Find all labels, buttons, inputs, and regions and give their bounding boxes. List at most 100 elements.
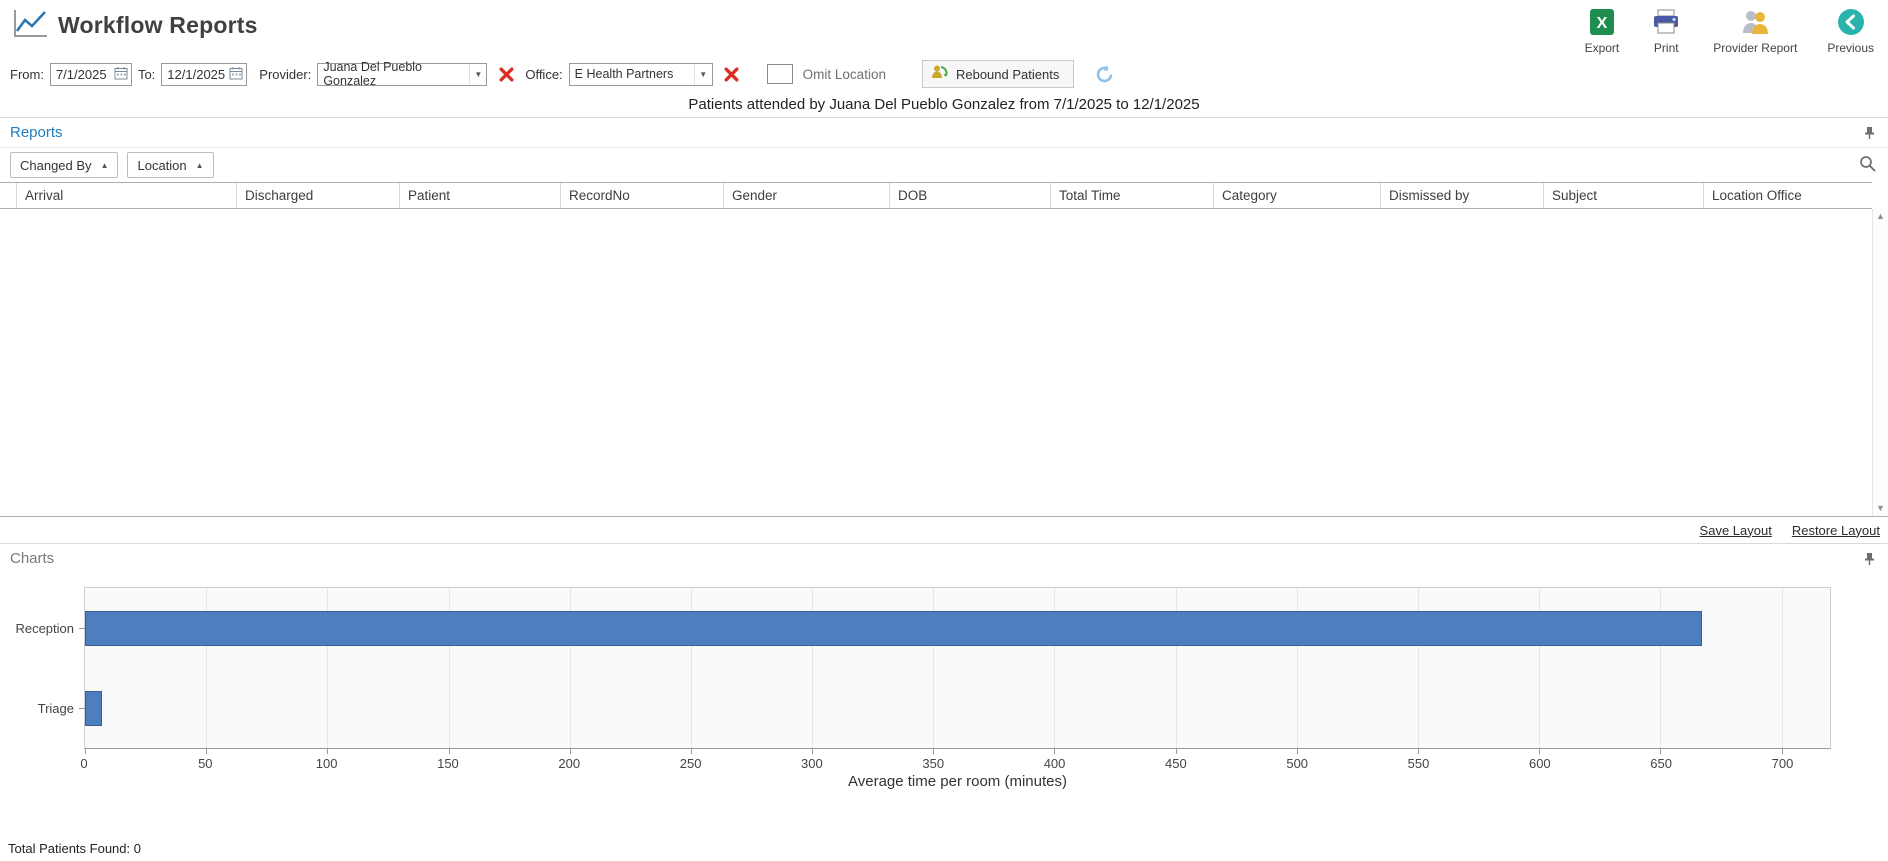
page-title: Workflow Reports [58,12,258,38]
chevron-down-icon: ▼ [469,63,486,85]
column-header-location-office[interactable]: Location Office [1703,183,1872,208]
pin-icon[interactable] [1863,552,1876,566]
office-value: E Health Partners [574,67,674,81]
x-tick-mark [569,749,571,754]
restore-layout-link[interactable]: Restore Layout [1791,522,1880,538]
group-by-row: Changed By ▲ Location ▲ [0,148,1888,182]
y-axis-label-triage: Triage [37,700,74,716]
x-tick-mark [1417,749,1419,754]
column-header-gender[interactable]: Gender [723,183,889,208]
refresh-icon[interactable] [1094,64,1115,85]
gridline [1417,588,1419,748]
provider-report-label: Provider Report [1713,41,1798,55]
column-header-arrival[interactable]: Arrival [16,183,236,208]
gridline [569,588,571,748]
export-label: Export [1584,41,1620,55]
reports-panel-header: Reports [0,118,1888,148]
gridline [1296,588,1298,748]
total-patients-found: Total Patients Found: 0 [8,841,141,856]
column-header-dismissed-by[interactable]: Dismissed by [1380,183,1543,208]
gridline [206,588,208,748]
calendar-icon[interactable] [229,66,243,83]
group-by-location-button[interactable]: Location ▲ [127,152,214,178]
previous-label: Previous [1827,41,1874,55]
x-tick-mark [1781,749,1783,754]
gridline [933,588,935,748]
print-label: Print [1653,41,1679,55]
chevron-up-icon: ▲ [100,160,109,170]
office-select[interactable]: E Health Partners ▼ [568,62,713,86]
save-layout-link[interactable]: Save Layout [1699,522,1772,538]
calendar-icon[interactable] [114,66,128,83]
x-tick-label: 600 [1528,756,1551,771]
gridline [1660,588,1662,748]
pin-icon[interactable] [1863,126,1876,140]
scroll-up-arrow-icon[interactable]: ▲ [1876,211,1885,221]
x-tick-label: 550 [1407,756,1430,771]
previous-button[interactable]: Previous [1827,8,1874,55]
column-header-subject[interactable]: Subject [1543,183,1703,208]
reports-panel-title: Reports [10,124,63,141]
from-date-input[interactable]: 7/1/2025 [49,62,132,86]
export-button[interactable]: X Export [1584,8,1620,55]
x-tick-label: 50 [198,756,213,771]
x-tick-mark [448,749,450,754]
print-button[interactable]: Print [1649,8,1683,55]
gridline [1175,588,1177,748]
report-summary: Patients attended by Juana Del Pueblo Go… [0,92,1888,118]
scroll-down-arrow-icon[interactable]: ▼ [1876,503,1885,513]
group-by-location-label: Location [137,157,187,173]
charts-panel-title: Charts [10,550,55,567]
column-header-category[interactable]: Category [1213,183,1380,208]
search-icon[interactable] [1859,155,1876,175]
x-tick-label: 400 [1043,756,1066,771]
omit-location-checkbox[interactable] [766,64,793,84]
filter-bar: From: 7/1/2025 To: 12/1/2025 [0,56,1888,92]
clear-provider-button[interactable] [495,63,517,85]
to-date-value: 12/1/2025 [167,66,226,82]
chevron-up-icon: ▲ [195,160,204,170]
x-tick-label: 150 [437,756,459,771]
office-label: Office: [525,66,563,82]
column-header-discharged[interactable]: Discharged [236,183,399,208]
table-header: Arrival Discharged Patient RecordNo Gender DO… [0,182,1872,209]
to-label: To: [137,66,156,82]
column-header-recordno[interactable]: RecordNo [560,183,723,208]
group-by-changed-by-button[interactable]: Changed By ▲ [10,152,119,178]
svg-text:X: X [1597,15,1608,32]
people-icon [1740,8,1770,39]
x-tick-mark [206,749,208,754]
bar-row-reception: Reception [15,588,1830,668]
gridline [1054,588,1056,748]
excel-icon: X [1588,8,1616,39]
x-tick-label: 100 [315,756,338,771]
back-arrow-icon [1837,8,1865,39]
x-tick-label: 350 [922,756,945,771]
printer-icon [1652,8,1680,39]
x-tick-label: 650 [1650,756,1672,771]
provider-value: Juana Del Pueblo Gonzalez [323,60,423,88]
column-header-dob[interactable]: DOB [889,183,1050,208]
gridline [327,588,329,748]
rebound-patients-label: Rebound Patients [955,66,1060,82]
x-tick-mark [812,749,814,754]
vertical-scrollbar[interactable]: ▲ ▼ [1872,209,1888,516]
clear-office-button[interactable] [721,63,743,85]
bar-reception [85,610,1702,646]
column-header-total-time[interactable]: Total Time [1050,183,1213,208]
chart-xticks: 0 50 100 150 200 250 300 350 400 450 500 550 600 650 7… [80,749,1831,773]
column-header-patient[interactable]: Patient [399,183,560,208]
x-tick-mark [1054,749,1056,754]
to-date-input[interactable]: 12/1/2025 [161,62,248,86]
x-tick-mark [690,749,692,754]
x-tick-label: 250 [679,756,702,771]
from-label: From: [10,66,44,82]
x-tick-mark [1175,749,1177,754]
provider-select[interactable]: Juana Del Pueblo Gonzalez ▼ [317,60,488,88]
rebound-patients-button[interactable]: Rebound Patients [921,60,1075,88]
patient-refresh-icon [930,63,949,85]
provider-report-button[interactable]: Provider Report [1713,8,1797,55]
omit-location-label: Omit Location [802,66,886,82]
gridline [1781,588,1783,748]
x-tick-label: 200 [558,756,581,771]
